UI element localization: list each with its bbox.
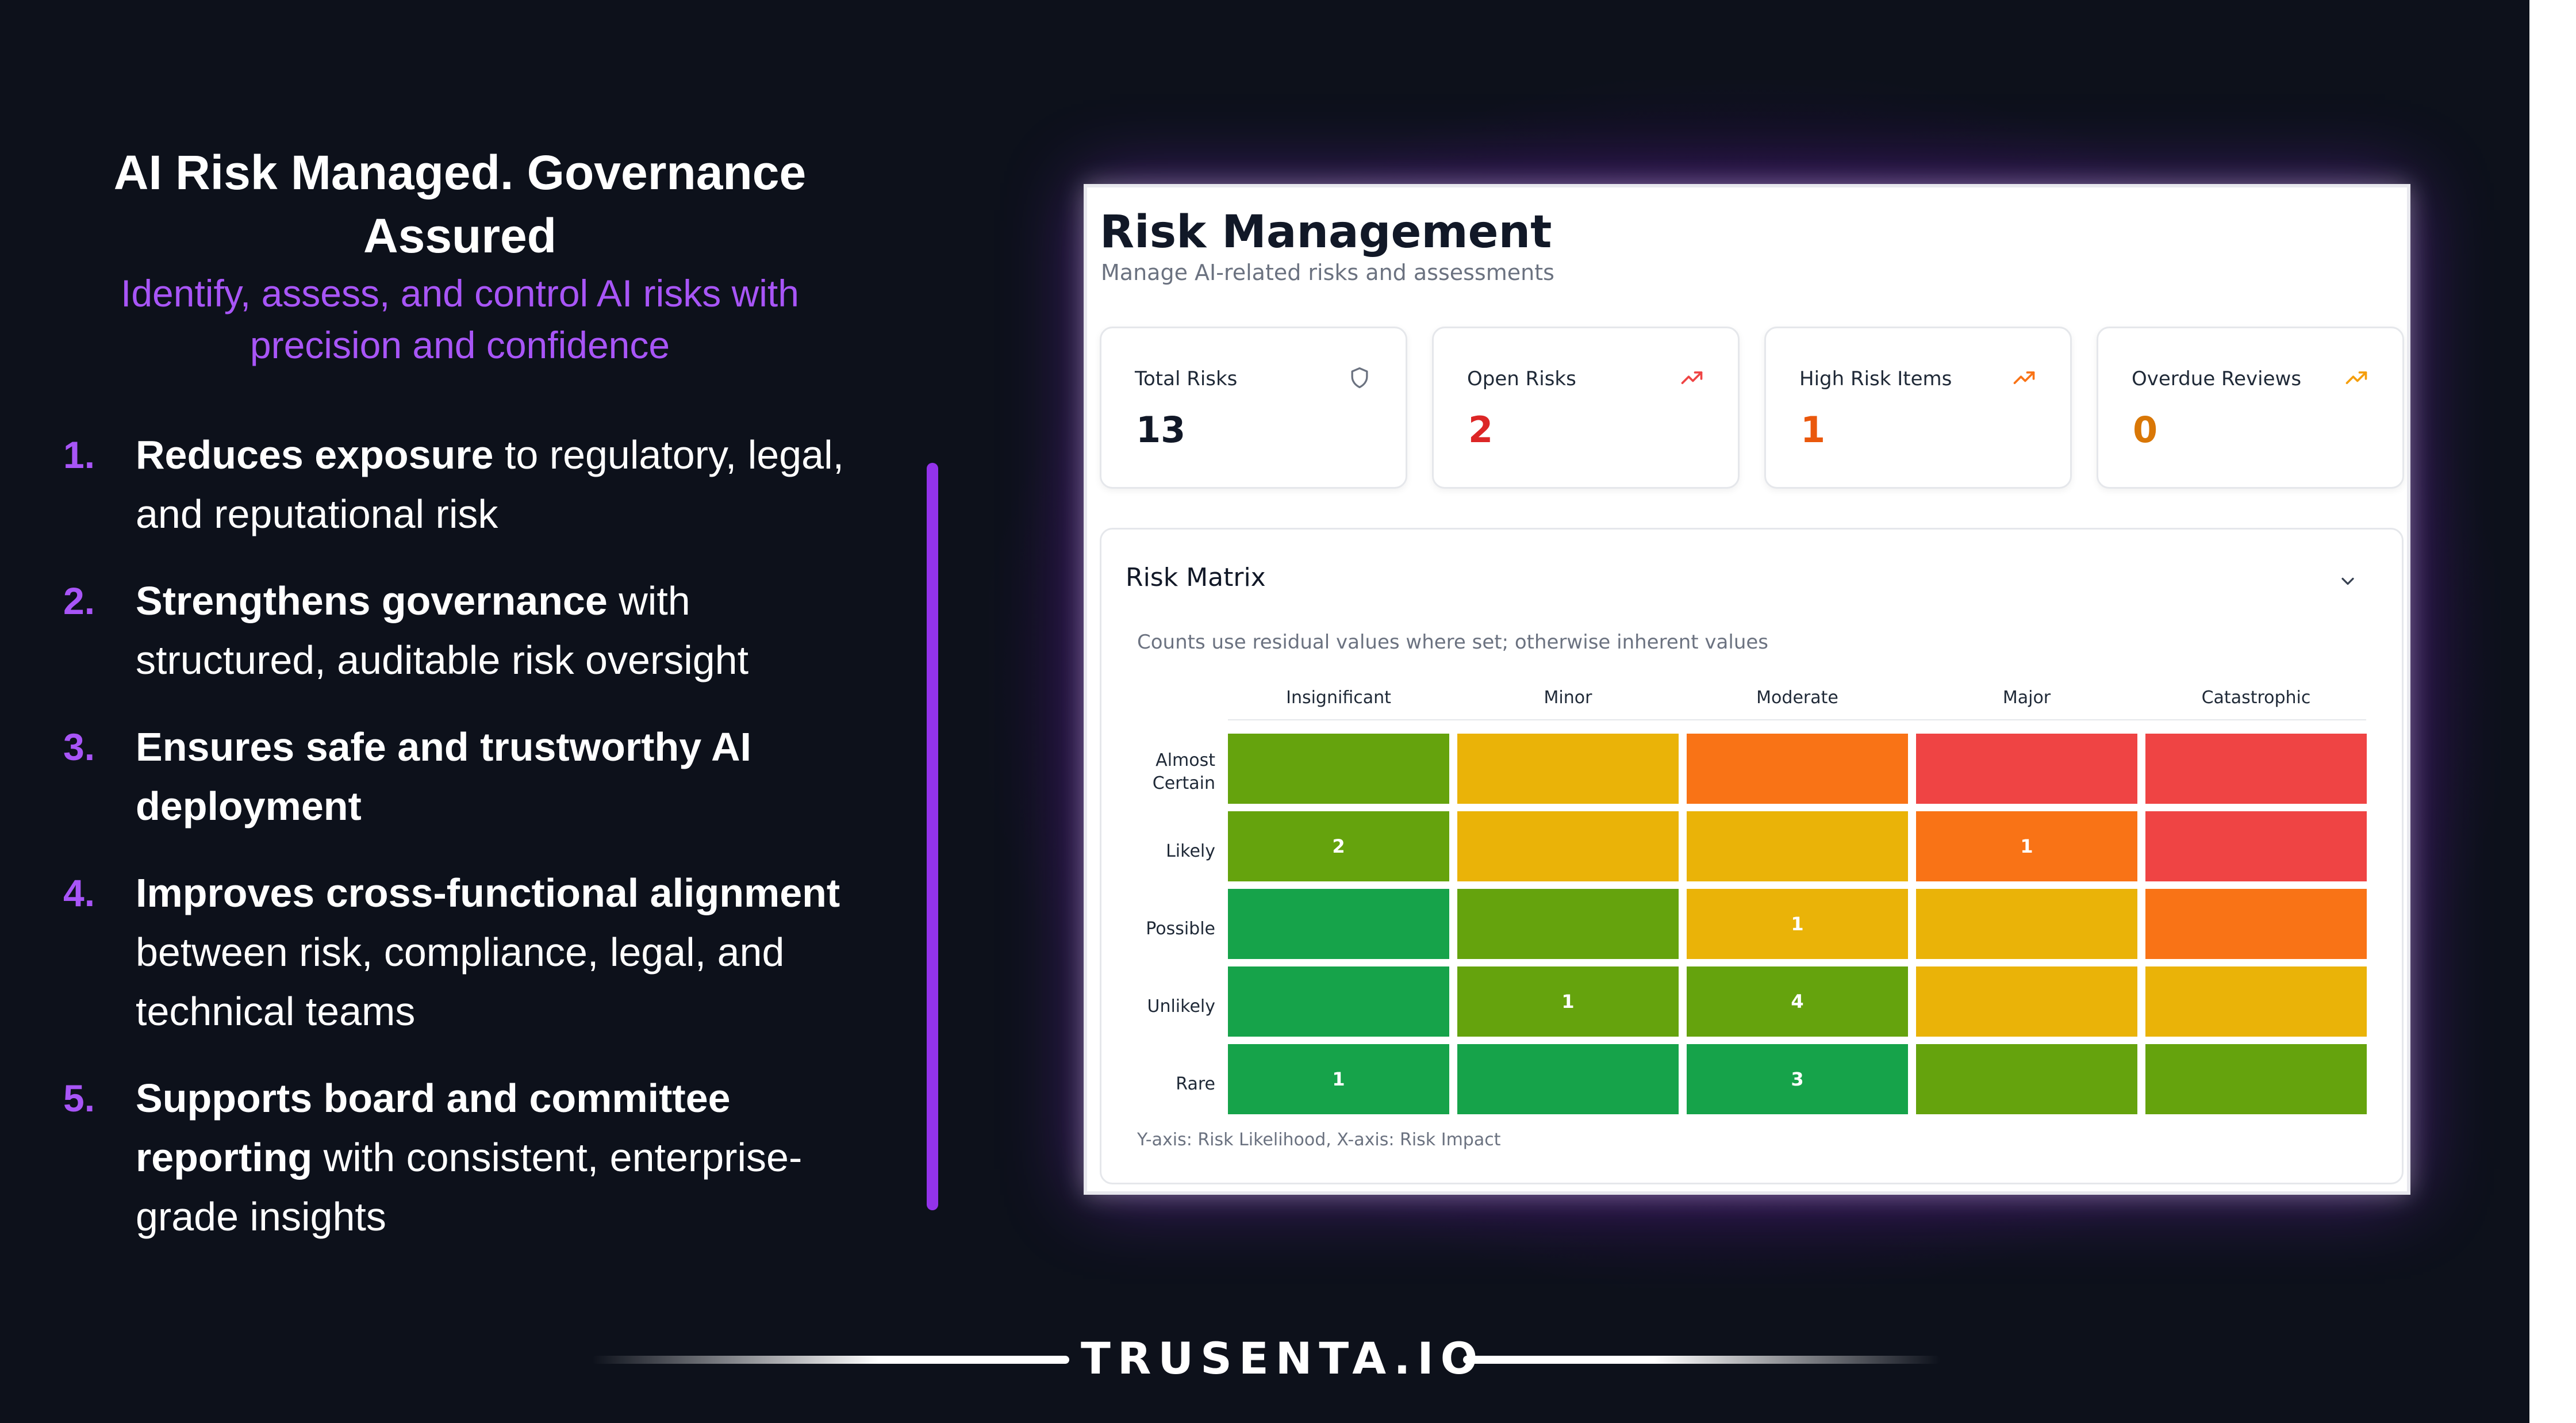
stat-label: Overdue Reviews xyxy=(2132,367,2302,390)
benefit-list: 1. Reduces exposure to regulatory, legal… xyxy=(63,425,880,1274)
benefit-rest: to regulatory, legal, and reputational r… xyxy=(136,432,844,536)
chevron-down-icon[interactable] xyxy=(2337,571,2358,592)
benefit-item: 1. Reduces exposure to regulatory, legal… xyxy=(63,425,880,544)
risk-management-screenshot: Risk Management Manage AI-related risks … xyxy=(1084,184,2410,1195)
matrix-cell[interactable] xyxy=(1228,889,1449,959)
row-label-unlikely: Unlikely xyxy=(1136,995,1216,1018)
row-label-line: Certain xyxy=(1152,773,1215,793)
risk-matrix-axis-note: Y-axis: Risk Likelihood, X-axis: Risk Im… xyxy=(1137,1130,1501,1150)
stat-label: Open Risks xyxy=(1467,367,1576,390)
risk-matrix-title: Risk Matrix xyxy=(1126,563,1266,592)
matrix-cell[interactable] xyxy=(1687,811,1908,881)
benefit-number: 4. xyxy=(63,872,95,914)
benefit-text: Supports board and committee reporting w… xyxy=(136,1069,880,1246)
benefit-rest: between risk, compliance, legal, and tec… xyxy=(136,930,785,1034)
matrix-cell[interactable]: 1 xyxy=(1687,889,1908,959)
benefit-number: 5. xyxy=(63,1077,95,1119)
trending-up-icon xyxy=(2013,371,2035,384)
shield-icon xyxy=(1351,367,1368,389)
matrix-cell[interactable]: 1 xyxy=(1916,811,2137,881)
brand-logo: TRUSENTA.IO xyxy=(1081,1333,1485,1384)
benefit-number: 2. xyxy=(63,580,95,622)
matrix-cell[interactable] xyxy=(2145,811,2367,881)
benefit-bold: Supports board and committee reporting xyxy=(136,1076,731,1180)
row-label-line: Rare xyxy=(1176,1074,1215,1094)
stat-label: High Risk Items xyxy=(1799,367,1952,390)
row-label-line: Unlikely xyxy=(1147,996,1216,1017)
matrix-cell[interactable] xyxy=(2145,889,2367,959)
benefit-text: Improves cross-functional alignment betw… xyxy=(136,864,880,1041)
matrix-cell[interactable] xyxy=(1916,966,2137,1037)
risk-matrix-card: Risk Matrix Counts use residual values w… xyxy=(1100,528,2404,1184)
trending-up-icon xyxy=(1681,371,1703,384)
row-label-possible: Possible xyxy=(1136,918,1215,941)
matrix-cell[interactable]: 1 xyxy=(1457,966,1679,1037)
brand-line-right xyxy=(1463,1356,1940,1364)
stat-value: 0 xyxy=(2133,409,2158,451)
benefit-bold: Reduces exposure xyxy=(136,432,494,477)
column-header: Insignificant xyxy=(1286,688,1391,708)
row-label-line: Almost xyxy=(1155,750,1215,770)
matrix-cell[interactable]: 1 xyxy=(1228,1044,1449,1114)
risk-matrix-note: Counts use residual values where set; ot… xyxy=(1137,631,1769,654)
matrix-cell[interactable] xyxy=(2145,966,2367,1037)
benefit-item: 4. Improves cross-functional alignment b… xyxy=(63,864,880,1041)
column-header: Catastrophic xyxy=(2201,688,2311,708)
row-label-line: Likely xyxy=(1166,841,1215,861)
stat-value: 2 xyxy=(1468,409,1494,451)
row-label-line: Possible xyxy=(1146,919,1215,939)
benefit-item: 2. Strengthens governance with structure… xyxy=(63,571,880,690)
benefit-bold: Improves cross-functional alignment xyxy=(136,870,840,915)
matrix-cell[interactable] xyxy=(1687,734,1908,804)
matrix-cell[interactable] xyxy=(1457,1044,1679,1114)
matrix-cell[interactable] xyxy=(1457,889,1679,959)
benefit-item: 5. Supports board and committee reportin… xyxy=(63,1069,880,1246)
benefit-number: 1. xyxy=(63,434,95,476)
matrix-cell[interactable]: 3 xyxy=(1687,1044,1908,1114)
benefit-number: 3. xyxy=(63,726,95,768)
matrix-cell[interactable] xyxy=(2145,734,2367,804)
benefit-item: 3. Ensures safe and trustworthy AI deplo… xyxy=(63,718,880,836)
row-label-rare: Rare xyxy=(1136,1073,1215,1096)
matrix-cell[interactable] xyxy=(1457,811,1679,881)
benefit-rest: with consistent, enterprise-grade insigh… xyxy=(136,1135,803,1239)
stat-value: 13 xyxy=(1136,409,1186,451)
slide-subtitle: Identify, assess, and control AI risks w… xyxy=(121,272,799,366)
page-subtitle: Manage AI-related risks and assessments xyxy=(1101,260,1554,285)
stat-card-overdue-reviews[interactable]: Overdue Reviews 0 xyxy=(2097,327,2404,489)
brand-line-left xyxy=(592,1356,1069,1364)
page-edge xyxy=(2529,0,2576,1423)
stat-value: 1 xyxy=(1800,409,1826,451)
matrix-cell[interactable] xyxy=(1457,734,1679,804)
vertical-divider xyxy=(927,463,938,1210)
slide-title: AI Risk Managed. Governance Assured xyxy=(113,145,807,263)
benefit-text: Strengthens governance with structured, … xyxy=(136,571,880,690)
trending-up-icon xyxy=(2345,371,2367,384)
row-label-almost-certain: Almost Certain xyxy=(1136,749,1215,795)
stat-label: Total Risks xyxy=(1135,367,1238,390)
benefit-text: Ensures safe and trustworthy AI deployme… xyxy=(136,718,880,836)
matrix-cell[interactable]: 4 xyxy=(1687,966,1908,1037)
matrix-cell[interactable] xyxy=(1228,966,1449,1037)
column-header: Minor xyxy=(1544,688,1592,708)
column-header: Major xyxy=(2002,688,2051,708)
stat-card-high-risk-items[interactable]: High Risk Items 1 xyxy=(1764,327,2072,489)
benefit-text: Reduces exposure to regulatory, legal, a… xyxy=(136,425,880,544)
matrix-cell[interactable] xyxy=(1916,734,2137,804)
stat-card-open-risks[interactable]: Open Risks 2 xyxy=(1432,327,1740,489)
benefit-bold: Ensures safe and trustworthy AI deployme… xyxy=(136,724,751,829)
matrix-cell[interactable] xyxy=(2145,1044,2367,1114)
page-title: Risk Management xyxy=(1100,206,1552,258)
stat-card-total-risks[interactable]: Total Risks 13 xyxy=(1100,327,1407,489)
column-header: Moderate xyxy=(1756,688,1838,708)
matrix-cell[interactable] xyxy=(1916,889,2137,959)
header-divider xyxy=(1228,719,2366,720)
row-label-likely: Likely xyxy=(1136,840,1215,863)
benefit-rest: with structured, auditable risk oversigh… xyxy=(136,578,749,682)
matrix-cell[interactable] xyxy=(1916,1044,2137,1114)
benefit-bold: Strengthens governance xyxy=(136,578,608,623)
matrix-cell[interactable] xyxy=(1228,734,1449,804)
matrix-cell[interactable]: 2 xyxy=(1228,811,1449,881)
